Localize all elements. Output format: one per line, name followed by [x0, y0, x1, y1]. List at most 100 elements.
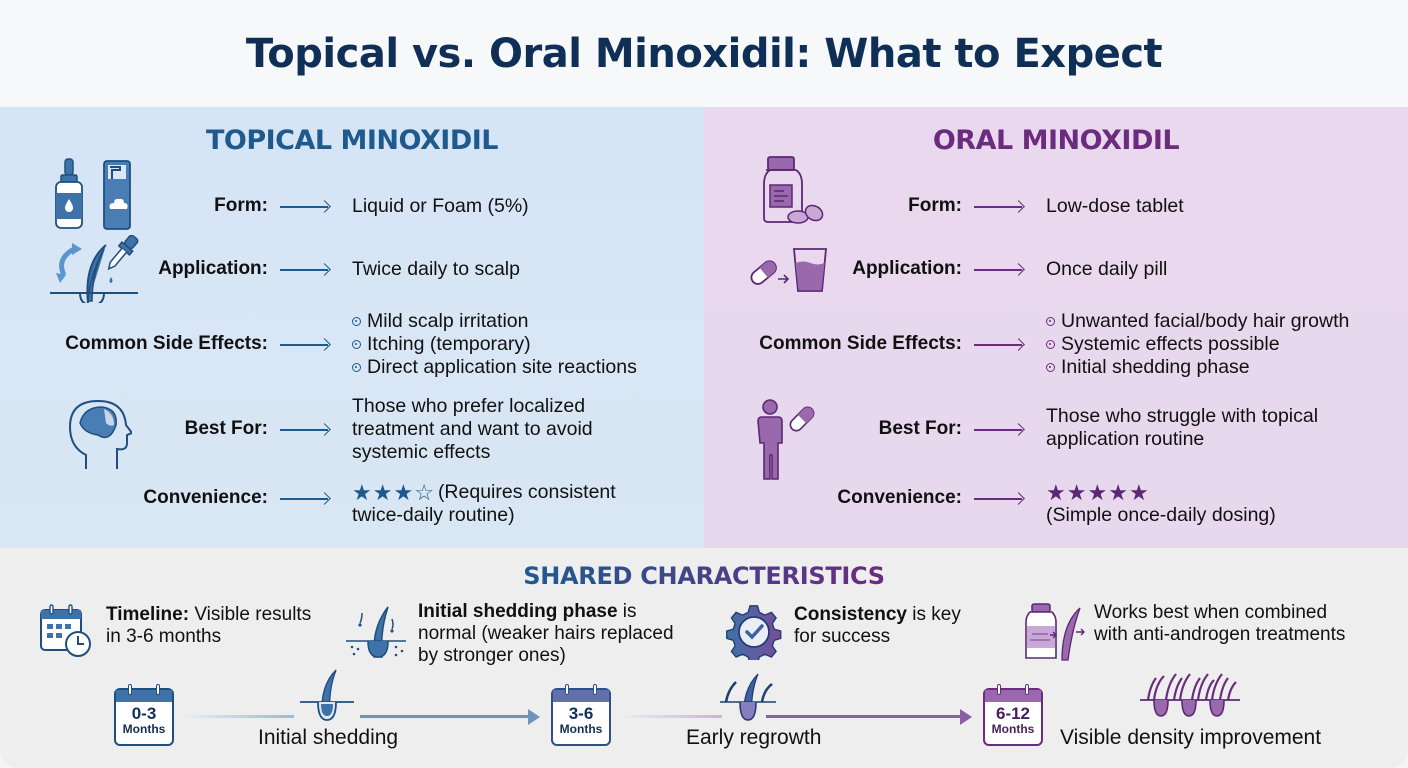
- bullet-icon: [352, 340, 361, 349]
- dropper-on-hair-follicle-icon: [50, 235, 139, 303]
- arrow-icon: [280, 492, 330, 506]
- capsule-and-water-glass-icon: [750, 248, 827, 292]
- calendar-6-12-months: 6-12 Months: [983, 684, 1043, 746]
- topical-panel: TOPICAL MINOXIDIL Form: Liquid: [0, 107, 704, 548]
- arrow-icon: [280, 423, 330, 437]
- shared-item-timeline: Timeline: Visible results in 3-6 months: [38, 604, 311, 660]
- list-item: Direct application site reactions: [352, 356, 637, 379]
- shared-text: Timeline: Visible results in 3-6 months: [106, 604, 312, 647]
- form-label: Form:: [214, 195, 268, 216]
- list-item: Unwanted facial/body hair growth: [1046, 310, 1349, 333]
- list-item: Mild scalp irritation: [352, 310, 637, 333]
- topical-convenience-row: Convenience: ★ ★ ★ ☆ (Requires consistent t…: [0, 480, 616, 527]
- application-value: Twice daily to scalp: [352, 258, 520, 280]
- list-item: Initial shedding phase: [1046, 356, 1349, 379]
- timeline-connector: [184, 715, 294, 718]
- shared-item-anti-androgen: Works best when combined with anti-andro…: [1024, 602, 1345, 662]
- bullet-icon: [352, 363, 361, 372]
- star-empty-icon: ☆: [414, 480, 434, 505]
- arrow-icon: [280, 263, 330, 277]
- arrow-icon: [280, 200, 330, 214]
- arrow-icon: [974, 263, 1024, 277]
- regrowing-hairs-icon: [720, 673, 776, 721]
- oral-convenience-row: Convenience: ★ ★ ★ ★ ★ (Simple once-daily do…: [704, 480, 1276, 527]
- arrow-icon: [974, 338, 1024, 352]
- form-label: Form:: [908, 195, 962, 216]
- arrow-icon: [974, 492, 1024, 506]
- side-effects-list: Mild scalp irritation Itching (temporary…: [352, 310, 637, 379]
- side-effects-label: Common Side Effects:: [759, 333, 962, 354]
- calendar-0-3-months: 0-3 Months: [114, 684, 174, 746]
- gear-check-icon: [726, 605, 782, 660]
- oral-application-row: Application: Once daily pill: [704, 258, 1167, 281]
- bullet-icon: [1046, 340, 1055, 349]
- star-filled-icon: ★: [1087, 480, 1108, 505]
- shared-text: Consistency is key for success: [794, 604, 961, 647]
- progress-timeline: 0-3 Months 3-6 Months 6-12 Months: [0, 666, 1408, 766]
- anti-androgen-bottle-icon: [1025, 603, 1085, 661]
- shared-text: Initial shedding phase is normal (weaker…: [418, 601, 674, 666]
- topical-best-for-row: Best For: Those who prefer localized tre…: [0, 395, 593, 464]
- star-filled-icon: ★: [1046, 480, 1066, 505]
- timeline-label: Early regrowth: [686, 726, 822, 749]
- star-filled-icon: ★: [372, 480, 393, 505]
- shared-heading: SHARED CHARACTERISTICS: [0, 562, 1408, 590]
- arrow-icon: [974, 200, 1024, 214]
- form-value: Low-dose tablet: [1046, 195, 1184, 217]
- best-for-label: Best For:: [184, 418, 268, 439]
- single-hair-follicle-icon: [300, 669, 354, 721]
- oral-panel: ORAL MINOXIDIL Form: Low-dose tablet App…: [704, 107, 1408, 548]
- list-item: Itching (temporary): [352, 333, 637, 356]
- topical-application-row: Application: Twice daily to scalp: [0, 258, 520, 281]
- topical-side-effects-row: Common Side Effects: Mild scalp irritati…: [0, 310, 637, 379]
- timeline-label: Visible density improvement: [1060, 726, 1322, 749]
- calendar-3-6-months: 3-6 Months: [551, 684, 611, 746]
- application-value: Once daily pill: [1046, 258, 1168, 280]
- shared-item-consistency: Consistency is key for success: [724, 604, 961, 660]
- star-rating: ★ ★ ★ ☆: [352, 480, 434, 505]
- side-effects-list: Unwanted facial/body hair growth Systemi…: [1046, 310, 1349, 379]
- arrow-icon: [280, 338, 330, 352]
- oral-heading: ORAL MINOXIDIL: [932, 125, 1180, 156]
- best-for-value: Those who struggle with topical applicat…: [1046, 405, 1319, 450]
- timeline-connector: [360, 715, 530, 718]
- arrow-head-icon: [960, 709, 972, 725]
- shared-item-shedding: Initial shedding phase is normal (weaker…: [344, 601, 674, 667]
- bullet-icon: [352, 317, 361, 326]
- arrow-icon: [974, 423, 1024, 437]
- person-with-pill-icon: [757, 399, 815, 480]
- dense-hair-follicles-icon: [1140, 673, 1240, 717]
- side-effects-label: Common Side Effects:: [65, 333, 268, 354]
- topical-form-row: Form: Liquid or Foam (5%): [0, 195, 529, 218]
- star-rating: ★ ★ ★ ★ ★: [1046, 480, 1149, 505]
- convenience-value: ★ ★ ★ ☆ (Requires consistent twice-daily ro…: [352, 480, 616, 526]
- application-label: Application:: [852, 258, 962, 279]
- timeline-connector: [766, 715, 962, 718]
- star-filled-icon: ★: [1108, 480, 1128, 505]
- calendar-clock-icon: [40, 604, 91, 657]
- best-for-value: Those who prefer localized treatment and…: [352, 395, 593, 463]
- topical-heading: TOPICAL MINOXIDIL: [205, 125, 499, 156]
- oral-best-for-row: Best For: Those who struggle with topica…: [704, 405, 1318, 451]
- arrow-head-icon: [528, 709, 540, 725]
- list-item: Systemic effects possible: [1046, 333, 1349, 356]
- oral-form-row: Form: Low-dose tablet: [704, 195, 1184, 218]
- convenience-value: ★ ★ ★ ★ ★ (Simple once-daily dosing): [1046, 480, 1276, 527]
- hair-follicle-shedding-icon: [346, 606, 406, 658]
- title-bar: Topical vs. Oral Minoxidil: What to Expe…: [0, 0, 1408, 107]
- convenience-label: Convenience:: [143, 487, 268, 508]
- star-filled-icon: ★: [352, 480, 372, 505]
- oral-side-effects-row: Common Side Effects: Unwanted facial/bod…: [704, 310, 1349, 379]
- shared-text: Works best when combined with anti-andro…: [1094, 602, 1346, 645]
- shared-characteristics: SHARED CHARACTERISTICS Timeline: Visible…: [0, 548, 1408, 768]
- bullet-icon: [1046, 317, 1055, 326]
- application-label: Application:: [158, 258, 268, 279]
- convenience-label: Convenience:: [837, 487, 962, 508]
- star-filled-icon: ★: [393, 480, 414, 505]
- dropper-bottle-and-foam-can-icon: [55, 158, 131, 230]
- star-filled-icon: ★: [1128, 480, 1149, 505]
- bullet-icon: [1046, 363, 1055, 372]
- timeline-connector: [622, 715, 722, 718]
- timeline-label: Initial shedding: [258, 726, 399, 749]
- form-value: Liquid or Foam (5%): [352, 195, 529, 217]
